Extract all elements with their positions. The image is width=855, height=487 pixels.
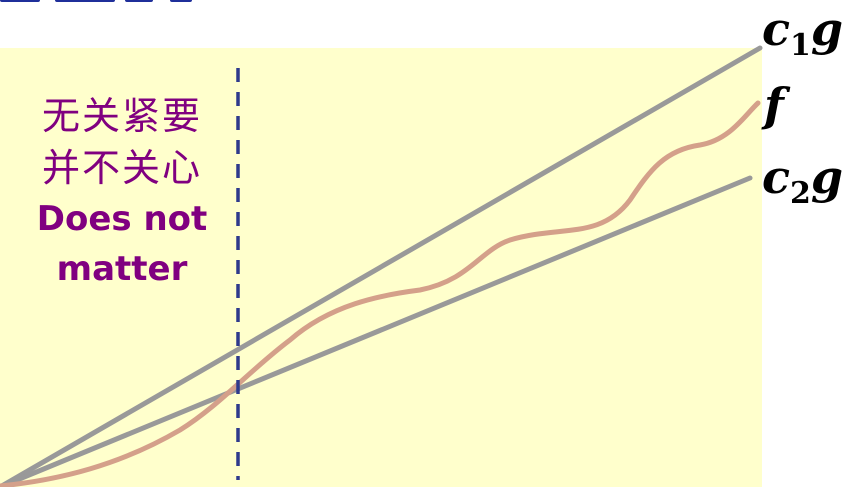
c1g-label-prefix: c bbox=[762, 2, 791, 56]
annotation-en-line-1: Does not bbox=[36, 199, 208, 239]
c2g-label-subscript: 2 bbox=[790, 176, 811, 211]
c2g-label-suffix: g bbox=[810, 150, 844, 204]
c1g-line bbox=[0, 45, 763, 487]
heading-fragment-stroke bbox=[55, 0, 115, 2]
f-label: f bbox=[764, 78, 784, 132]
does-not-matter-annotation: 无关紧要 并不关心 Does not matter bbox=[16, 90, 228, 294]
heading-fragment-stroke bbox=[170, 0, 192, 2]
c2g-label: c2g bbox=[762, 150, 843, 211]
annotation-zh-line-2: 并不关心 bbox=[41, 146, 202, 190]
c1g-label-subscript: 1 bbox=[790, 28, 811, 63]
c1g-label-suffix: g bbox=[810, 2, 844, 56]
c2g-line bbox=[0, 175, 753, 487]
heading-fragment-stroke bbox=[125, 0, 153, 2]
annotation-zh-line-1: 无关紧要 bbox=[41, 94, 202, 138]
c2g-label-prefix: c bbox=[762, 150, 791, 204]
f-label-text: f bbox=[764, 78, 784, 132]
annotation-en-line-2: matter bbox=[56, 249, 188, 289]
f-curve bbox=[0, 100, 761, 487]
c1g-label: c1g bbox=[762, 2, 843, 63]
cropped-heading-fragment bbox=[0, 0, 300, 10]
heading-fragment-stroke bbox=[0, 0, 40, 2]
